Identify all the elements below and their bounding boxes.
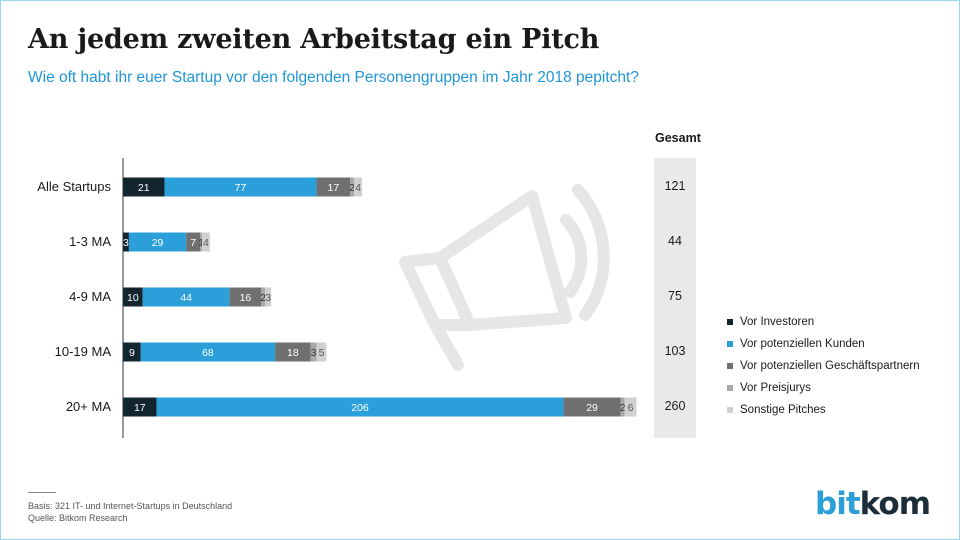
legend-swatch	[727, 363, 733, 369]
data-label: 68	[202, 347, 214, 359]
bar-segment	[261, 287, 266, 307]
legend-label: Sonstige Pitches	[740, 404, 826, 416]
bar-segment	[128, 232, 187, 252]
footer-basis: Basis: 321 IT- und Internet-Startups in …	[28, 501, 233, 511]
legend-swatch	[727, 341, 733, 347]
data-label: 4	[355, 182, 361, 194]
legend: Vor Investoren Vor potenziellen Kunden Vor…	[727, 311, 920, 421]
data-label: 3	[265, 292, 271, 304]
bar-segment	[563, 397, 621, 417]
legend-label: Vor Preisjurys	[740, 382, 811, 394]
data-label: 206	[351, 402, 369, 414]
bar-segment	[186, 232, 201, 252]
bar-segment	[123, 287, 143, 307]
data-label: 4	[203, 237, 209, 249]
bar-segment	[316, 342, 327, 362]
bitkom-logo: bitkom	[815, 486, 931, 522]
legend-item: Vor Investoren	[727, 311, 920, 333]
logo-part-kom: kom	[859, 486, 931, 522]
legend-label: Vor potenziellen Geschäftspartnern	[740, 360, 920, 372]
legend-item: Vor Preisjurys	[727, 377, 920, 399]
bar-segment	[350, 177, 355, 197]
legend-swatch	[727, 319, 733, 325]
gesamt-column	[654, 158, 696, 438]
bar-segment	[123, 177, 165, 197]
legend-label: Vor Investoren	[740, 316, 815, 328]
legend-label: Vor potenziellen Kunden	[740, 338, 865, 350]
legend-item: Vor potenziellen Geschäftspartnern	[727, 355, 920, 377]
footer-divider	[28, 492, 56, 493]
data-label: 77	[235, 182, 247, 194]
chart-title: An jedem zweiten Arbeitstag ein Pitch	[28, 24, 600, 55]
data-label: 17	[327, 182, 339, 194]
category-label: 4-9 MA	[69, 289, 111, 304]
legend-swatch	[727, 407, 733, 413]
gesamt-value: 75	[668, 289, 682, 303]
data-label: 21	[138, 182, 150, 194]
bar-segment	[624, 397, 637, 417]
data-label: 3	[311, 347, 317, 359]
data-label: 18	[287, 347, 299, 359]
bar-segment	[142, 287, 230, 307]
logo-part-bit: bit	[815, 486, 861, 522]
bar-segment	[275, 342, 311, 362]
data-label: 10	[127, 292, 139, 304]
bar-segment	[123, 397, 157, 417]
legend-swatch	[727, 385, 733, 391]
data-label: 16	[240, 292, 252, 304]
bar-segment	[164, 177, 317, 197]
data-label: 29	[586, 402, 598, 414]
bar-segment	[156, 397, 564, 417]
data-label: 29	[152, 237, 164, 249]
gesamt-value: 44	[668, 234, 682, 248]
gesamt-value: 121	[664, 179, 686, 193]
bar-segment	[200, 232, 202, 252]
data-label: 3	[123, 237, 129, 249]
data-label: 2	[620, 402, 626, 414]
data-label: 44	[180, 292, 192, 304]
data-label: 9	[129, 347, 135, 359]
data-label: 7	[190, 237, 196, 249]
bar-segment	[123, 232, 129, 252]
bar-segment	[620, 397, 625, 417]
legend-item: Sonstige Pitches	[727, 399, 920, 421]
bar-segment	[310, 342, 317, 362]
data-label: 17	[134, 402, 146, 414]
data-label: 5	[319, 347, 325, 359]
data-label: 1	[198, 237, 204, 249]
category-label: 20+ MA	[65, 399, 111, 414]
category-label: 1-3 MA	[69, 234, 111, 249]
data-label: 6	[628, 402, 634, 414]
bar-segment	[354, 177, 362, 197]
megaphone-icon	[399, 184, 610, 371]
gesamt-value: 103	[664, 344, 686, 358]
bar-segment	[123, 342, 141, 362]
footer-quelle: Quelle: Bitkom Research	[28, 513, 128, 523]
bar-segment	[202, 232, 210, 252]
bar-segment	[265, 287, 272, 307]
category-label: Alle Startups	[37, 179, 111, 194]
data-label: 2	[260, 292, 266, 304]
gesamt-value: 260	[664, 399, 686, 413]
chart-subtitle: Wie oft habt ihr euer Startup vor den fo…	[28, 69, 639, 86]
gesamt-header: Gesamt	[655, 131, 701, 145]
category-label: 10-19 MA	[54, 344, 111, 359]
data-label: 2	[349, 182, 355, 194]
footer: Basis: 321 IT- und Internet-Startups in …	[28, 500, 232, 524]
legend-item: Vor potenziellen Kunden	[727, 333, 920, 355]
bar-segment	[140, 342, 276, 362]
bar-segment	[229, 287, 262, 307]
bar-segment	[316, 177, 351, 197]
